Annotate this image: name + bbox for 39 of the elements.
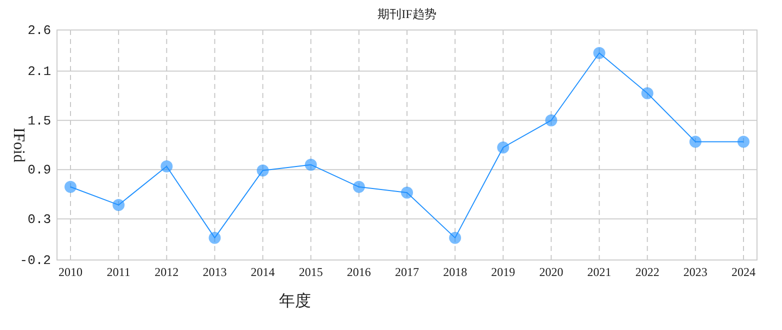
x-tick-label: 2010 xyxy=(58,265,82,279)
point xyxy=(545,114,558,126)
x-tick-label: 2012 xyxy=(154,265,179,279)
point xyxy=(689,136,702,148)
point xyxy=(304,158,317,171)
point xyxy=(497,141,510,154)
x-tick-label: 2024 xyxy=(732,265,756,279)
point xyxy=(449,232,462,244)
point xyxy=(352,180,365,193)
y-tick-label: 1.5 xyxy=(28,113,51,128)
x-tick-label: 2018 xyxy=(443,265,468,279)
point xyxy=(641,87,654,100)
y-tick-label: -0.2 xyxy=(20,253,51,268)
y-tick-label: 2.6 xyxy=(28,23,51,38)
point xyxy=(112,198,125,211)
x-tick-label: 2020 xyxy=(539,265,564,279)
x-tick-label: 2013 xyxy=(202,265,227,279)
y-tick-label: 0.9 xyxy=(28,162,51,178)
point xyxy=(738,136,750,148)
x-tick-label: 2017 xyxy=(395,265,419,279)
point xyxy=(593,47,606,59)
point xyxy=(401,186,413,199)
point xyxy=(256,164,269,176)
x-tick-label: 2014 xyxy=(250,265,275,279)
point xyxy=(160,160,173,172)
x-tick-label: 2022 xyxy=(635,265,660,279)
x-tick-label: 2015 xyxy=(298,265,323,279)
x-tick-label: 2011 xyxy=(106,265,130,279)
x-tick-label: 2019 xyxy=(491,265,516,279)
x-axis-title: 年度 xyxy=(279,292,311,310)
y-tick-label: 2.1 xyxy=(28,64,52,80)
y-axis-title: IFoid xyxy=(10,128,27,162)
x-tick-label: 2023 xyxy=(683,265,708,279)
chart-title: 期刊IF趋势 xyxy=(378,7,436,21)
point xyxy=(208,232,221,244)
y-tick-label: 0.3 xyxy=(28,212,51,227)
point xyxy=(64,180,76,193)
x-tick-label: 2021 xyxy=(587,265,612,279)
x-tick-label: 2016 xyxy=(346,265,371,279)
